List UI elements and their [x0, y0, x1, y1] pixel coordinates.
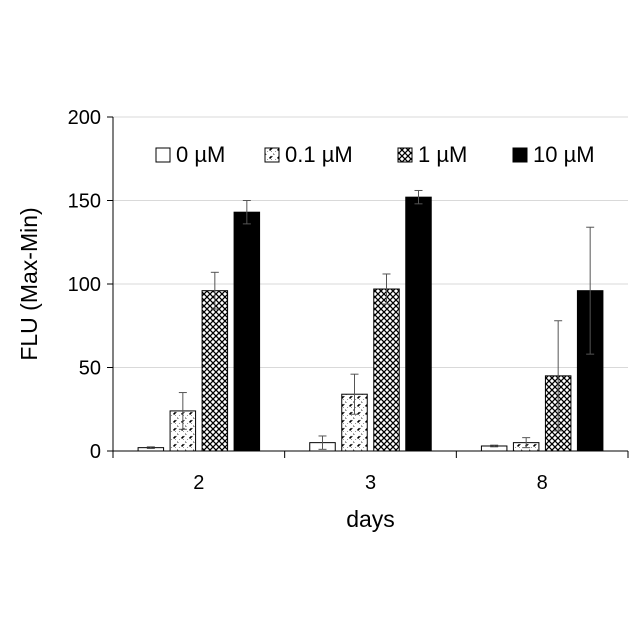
legend-swatch — [398, 148, 412, 162]
bars — [138, 190, 603, 451]
legend-swatch — [265, 148, 279, 162]
x-tick-label: 3 — [365, 472, 376, 494]
y-tick-label: 100 — [68, 274, 101, 296]
legend-item: 0.1 µM — [265, 142, 353, 167]
legend-label: 1 µM — [418, 142, 467, 167]
legend-swatch — [513, 148, 527, 162]
y-tick-label: 50 — [79, 358, 101, 380]
legend-item: 1 µM — [398, 142, 467, 167]
legend-label: 0.1 µM — [285, 142, 353, 167]
bar — [234, 212, 259, 451]
y-tick-label: 200 — [68, 107, 101, 129]
y-axis-title: FLU (Max-Min) — [16, 207, 42, 360]
legend-label: 10 µM — [533, 142, 595, 167]
bar — [374, 289, 400, 451]
x-axis-title: days — [346, 506, 395, 532]
bar — [202, 291, 228, 451]
y-tick-label: 0 — [90, 441, 101, 463]
legend-item: 10 µM — [513, 142, 595, 167]
x-tick-label: 8 — [537, 472, 548, 494]
legend-label: 0 µM — [176, 142, 225, 167]
legend-swatch — [156, 148, 170, 162]
y-tick-label: 150 — [68, 191, 101, 213]
legend-item: 0 µM — [156, 142, 225, 167]
x-tick-label: 2 — [193, 472, 204, 494]
bar — [406, 197, 432, 451]
legend: 0 µM 0.1 µM 1 µM 10 µM — [156, 142, 595, 167]
